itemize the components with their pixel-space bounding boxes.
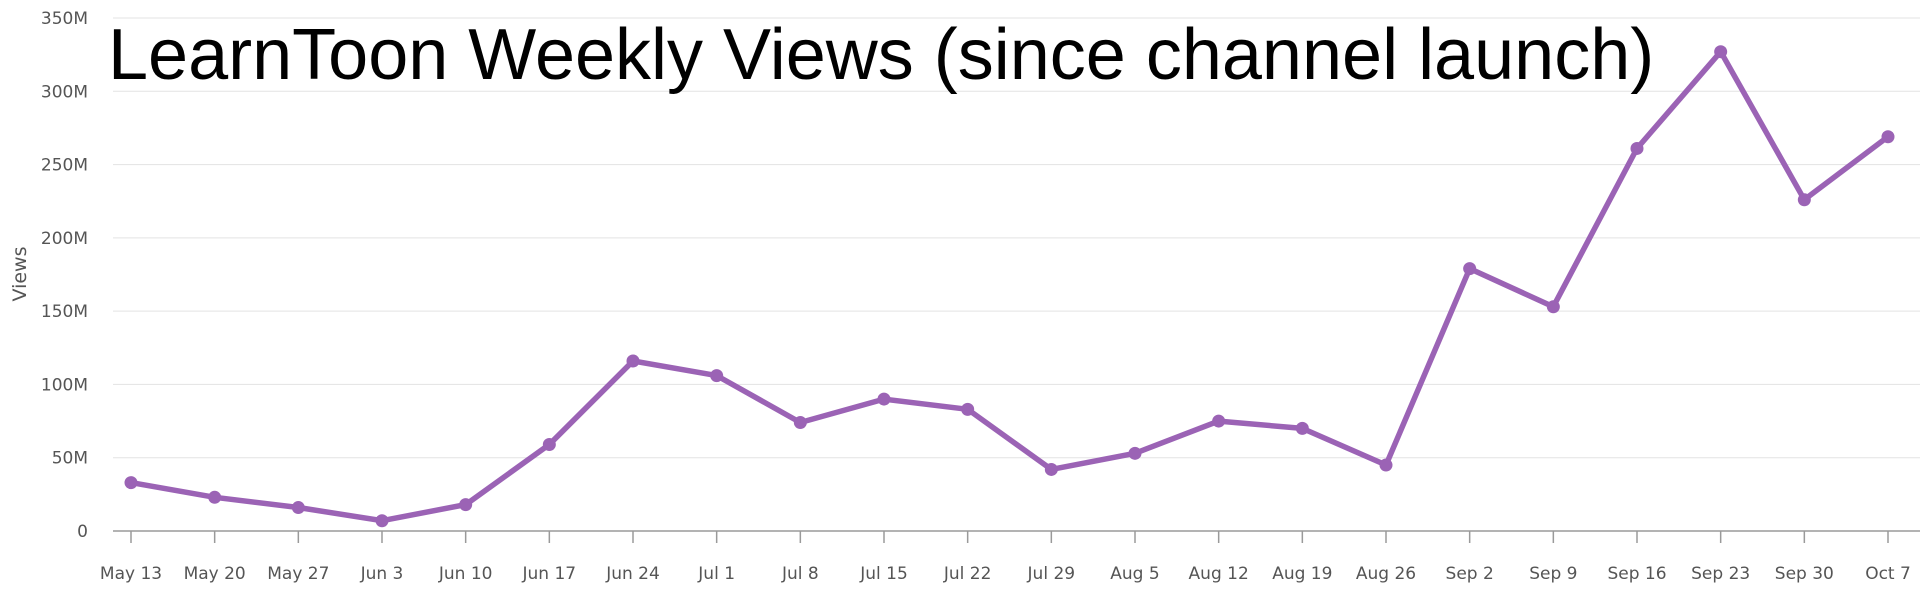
y-axis-ticks: 0 50M 100M 150M 200M 250M 300M 350M <box>41 9 88 542</box>
y-tick-label: 350M <box>41 9 88 29</box>
y-tick-label: 300M <box>41 82 88 102</box>
x-tick-label: Sep 9 <box>1529 564 1577 584</box>
data-point <box>375 514 389 528</box>
y-tick-label: 100M <box>41 375 88 395</box>
x-tick-label: May 20 <box>184 564 246 584</box>
data-point <box>1546 300 1560 314</box>
y-tick-label: 200M <box>41 229 88 249</box>
series-line <box>128 48 1891 524</box>
x-tick-label: Jun 24 <box>605 564 660 584</box>
data-point <box>1463 262 1477 276</box>
data-point <box>961 402 975 416</box>
data-point <box>1714 45 1728 59</box>
x-tick-label: Jul 8 <box>781 564 819 584</box>
data-point <box>208 490 222 504</box>
data-point <box>877 392 891 406</box>
x-tick-label: Oct 7 <box>1865 564 1911 584</box>
y-tick-label: 0 <box>77 522 88 542</box>
data-point <box>710 369 724 383</box>
data-point <box>1044 462 1058 476</box>
x-axis: May 13 May 20 May 27 Jun 3 Jun 10 Jun 17 Jun 2… <box>100 530 1920 584</box>
x-tick-label: Jun 3 <box>360 564 404 584</box>
x-tick-label: Sep 23 <box>1691 564 1750 584</box>
x-tick-label: Aug 26 <box>1356 564 1416 584</box>
x-tick-label: Sep 16 <box>1607 564 1666 584</box>
series-layer <box>124 45 1895 528</box>
data-point <box>291 501 305 515</box>
data-point <box>1128 446 1142 460</box>
data-point <box>626 354 640 368</box>
x-tick-label: Jul 22 <box>943 564 992 584</box>
data-point <box>793 416 807 430</box>
data-point <box>1379 458 1393 472</box>
x-tick-label: Jul 15 <box>859 564 908 584</box>
gridlines <box>113 17 1920 459</box>
x-tick-label: Sep 2 <box>1446 564 1494 584</box>
x-tick-label: Jun 17 <box>522 564 577 584</box>
data-point <box>1881 130 1895 144</box>
data-point <box>124 476 138 490</box>
data-point <box>1797 193 1811 207</box>
x-tick-label: May 13 <box>100 564 162 584</box>
data-point <box>542 438 556 452</box>
x-tick-label: Aug 19 <box>1272 564 1332 584</box>
y-tick-label: 150M <box>41 302 88 322</box>
x-tick-label: Aug 12 <box>1189 564 1249 584</box>
chart-title: LearnToon Weekly Views (since channel la… <box>108 15 1654 95</box>
x-tick-label: Jun 10 <box>438 564 493 584</box>
y-tick-label: 250M <box>41 156 88 176</box>
data-point <box>459 498 473 512</box>
x-tick-label: Sep 30 <box>1775 564 1834 584</box>
x-tick-label: Aug 5 <box>1110 564 1159 584</box>
y-axis-title: Views <box>9 247 31 302</box>
x-tick-label: May 27 <box>267 564 329 584</box>
data-point <box>1630 141 1644 155</box>
x-tick-label: Jul 1 <box>697 564 735 584</box>
x-tick-label: Jul 29 <box>1027 564 1076 584</box>
data-point <box>1212 414 1226 428</box>
data-point <box>1295 421 1309 435</box>
y-tick-label: 50M <box>52 449 88 469</box>
